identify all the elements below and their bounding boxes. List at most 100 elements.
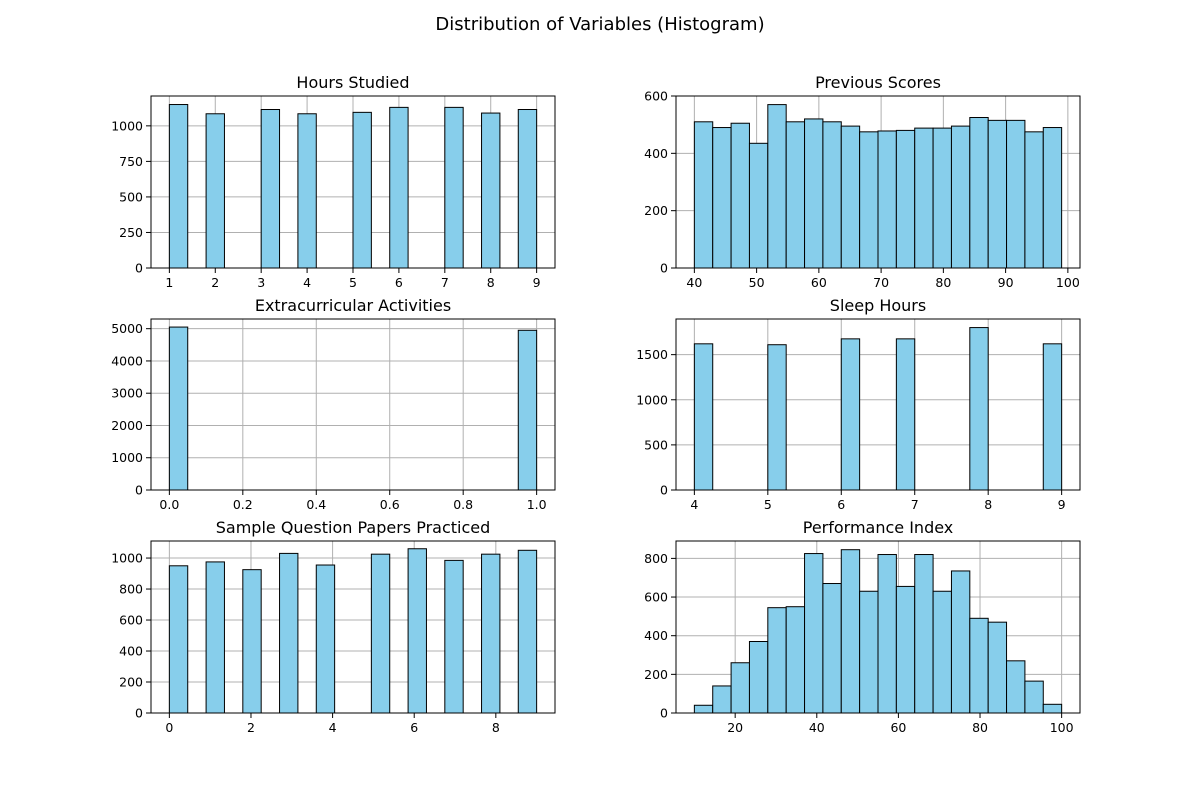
histogram-bar bbox=[712, 685, 732, 714]
x-tick-label: 50 bbox=[749, 275, 765, 290]
x-tick-label: 0.8 bbox=[453, 497, 473, 512]
histogram-bar bbox=[859, 131, 879, 269]
histogram-bar bbox=[840, 338, 861, 491]
histogram-bar bbox=[730, 122, 750, 269]
histogram-bar bbox=[950, 570, 971, 714]
histogram-bar bbox=[1042, 127, 1063, 269]
histogram-bar bbox=[895, 338, 916, 491]
y-tick-label: 250 bbox=[119, 225, 143, 240]
x-tick-label: 0.0 bbox=[159, 497, 179, 512]
histogram-bar bbox=[840, 549, 861, 714]
y-tick-label: 0 bbox=[660, 261, 668, 276]
histogram-bar bbox=[914, 127, 934, 269]
histogram-bar bbox=[242, 569, 262, 714]
x-tick-label: 8 bbox=[984, 497, 992, 512]
histogram-bar bbox=[785, 121, 806, 269]
histogram-bar bbox=[1006, 119, 1026, 269]
y-tick-label: 0 bbox=[660, 483, 668, 498]
histogram-bar bbox=[1024, 680, 1044, 714]
x-tick-label: 5 bbox=[764, 497, 772, 512]
y-tick-label: 200 bbox=[644, 203, 668, 218]
y-tick-label: 0 bbox=[135, 706, 143, 721]
histogram-bar bbox=[987, 119, 1008, 269]
y-tick-label: 1000 bbox=[111, 551, 143, 566]
x-tick-label: 9 bbox=[533, 275, 541, 290]
histogram-bar bbox=[785, 606, 806, 714]
y-tick-label: 4000 bbox=[111, 353, 143, 368]
subplot-previous-scores: 40 50 60 70 80 90 100 0 200 400 600 Previous Score… bbox=[644, 73, 1081, 290]
y-tick-label: 500 bbox=[119, 189, 143, 204]
subplot-hours-studied: 1 2 3 4 5 6 7 8 9 0 250 500 750 1000 Hours Studied bbox=[111, 73, 556, 290]
histogram-bar bbox=[748, 142, 769, 269]
y-tick-label: 2000 bbox=[111, 418, 143, 433]
x-tick-label: 70 bbox=[873, 275, 889, 290]
histogram-bar bbox=[987, 621, 1008, 714]
histogram-bar bbox=[767, 104, 787, 269]
x-tick-label: 7 bbox=[911, 497, 919, 512]
y-tick-label: 3000 bbox=[111, 386, 143, 401]
x-tick-label: 6 bbox=[410, 720, 418, 735]
histogram-bar bbox=[297, 113, 317, 269]
histogram-bar bbox=[895, 585, 916, 714]
histogram-bar bbox=[969, 117, 989, 269]
histogram-bar bbox=[804, 118, 824, 269]
subplot-sleep-hours: 4 5 6 7 8 9 0 500 1000 1500 Sleep Hours bbox=[636, 296, 1081, 512]
y-tick-label: 1000 bbox=[111, 118, 143, 133]
histogram-bar bbox=[444, 559, 464, 714]
histogram-bar bbox=[822, 583, 842, 714]
histogram-bar bbox=[693, 343, 714, 491]
y-tick-label: 600 bbox=[644, 590, 668, 605]
x-tick-label: 4 bbox=[329, 720, 337, 735]
histogram-bar bbox=[767, 344, 787, 491]
axes-frame bbox=[675, 95, 1081, 269]
y-tick-label: 200 bbox=[644, 667, 668, 682]
histogram-bar bbox=[914, 554, 934, 714]
x-tick-label: 2 bbox=[211, 275, 219, 290]
histogram-bar bbox=[517, 109, 538, 269]
histogram-bar bbox=[168, 326, 189, 491]
y-tick-label: 0 bbox=[135, 261, 143, 276]
x-tick-label: 40 bbox=[686, 275, 702, 290]
subplot-title: Performance Index bbox=[803, 518, 954, 537]
y-tick-label: 5000 bbox=[111, 321, 143, 336]
histogram-bar bbox=[877, 130, 897, 269]
figure-title: Distribution of Variables (Histogram) bbox=[435, 14, 764, 35]
histogram-bar bbox=[205, 561, 225, 714]
histogram-bar bbox=[352, 111, 372, 269]
x-tick-label: 4 bbox=[690, 497, 698, 512]
y-tick-label: 800 bbox=[119, 582, 143, 597]
subplot-extracurricular-activities: 0.0 0.2 0.4 0.6 0.8 1.0010002000300040005000 … bbox=[111, 296, 556, 512]
y-tick-label: 1000 bbox=[111, 450, 143, 465]
x-tick-label: 0 bbox=[165, 720, 173, 735]
histogram-bar bbox=[932, 590, 952, 714]
x-tick-label: 8 bbox=[492, 720, 500, 735]
histogram-bar bbox=[877, 554, 897, 714]
x-tick-label: 90 bbox=[998, 275, 1014, 290]
x-tick-label: 5 bbox=[349, 275, 357, 290]
y-tick-label: 600 bbox=[119, 613, 143, 628]
x-tick-label: 9 bbox=[1058, 497, 1066, 512]
x-tick-label: 60 bbox=[811, 275, 827, 290]
subplot-title: Extracurricular Activities bbox=[255, 296, 451, 315]
histogram-bar bbox=[969, 327, 989, 491]
histogram-bar bbox=[315, 564, 336, 714]
x-tick-label: 20 bbox=[727, 720, 743, 735]
y-tick-label: 0 bbox=[660, 706, 668, 721]
histogram-bar bbox=[279, 552, 299, 714]
y-tick-label: 1500 bbox=[636, 347, 668, 362]
x-tick-label: 0.2 bbox=[233, 497, 253, 512]
x-tick-label: 80 bbox=[972, 720, 988, 735]
histogram-bar bbox=[767, 607, 787, 714]
histogram-bar bbox=[950, 125, 971, 269]
x-tick-label: 1 bbox=[165, 275, 173, 290]
x-tick-label: 6 bbox=[837, 497, 845, 512]
histogram-bar bbox=[693, 121, 714, 269]
histogram-bar bbox=[370, 553, 391, 714]
histogram-bar bbox=[481, 553, 501, 714]
x-tick-label: 6 bbox=[395, 275, 403, 290]
x-tick-label: 80 bbox=[935, 275, 951, 290]
histogram-bar bbox=[804, 553, 824, 714]
histogram-bar bbox=[730, 662, 750, 714]
y-tick-label: 400 bbox=[644, 146, 668, 161]
x-tick-label: 0.4 bbox=[306, 497, 326, 512]
